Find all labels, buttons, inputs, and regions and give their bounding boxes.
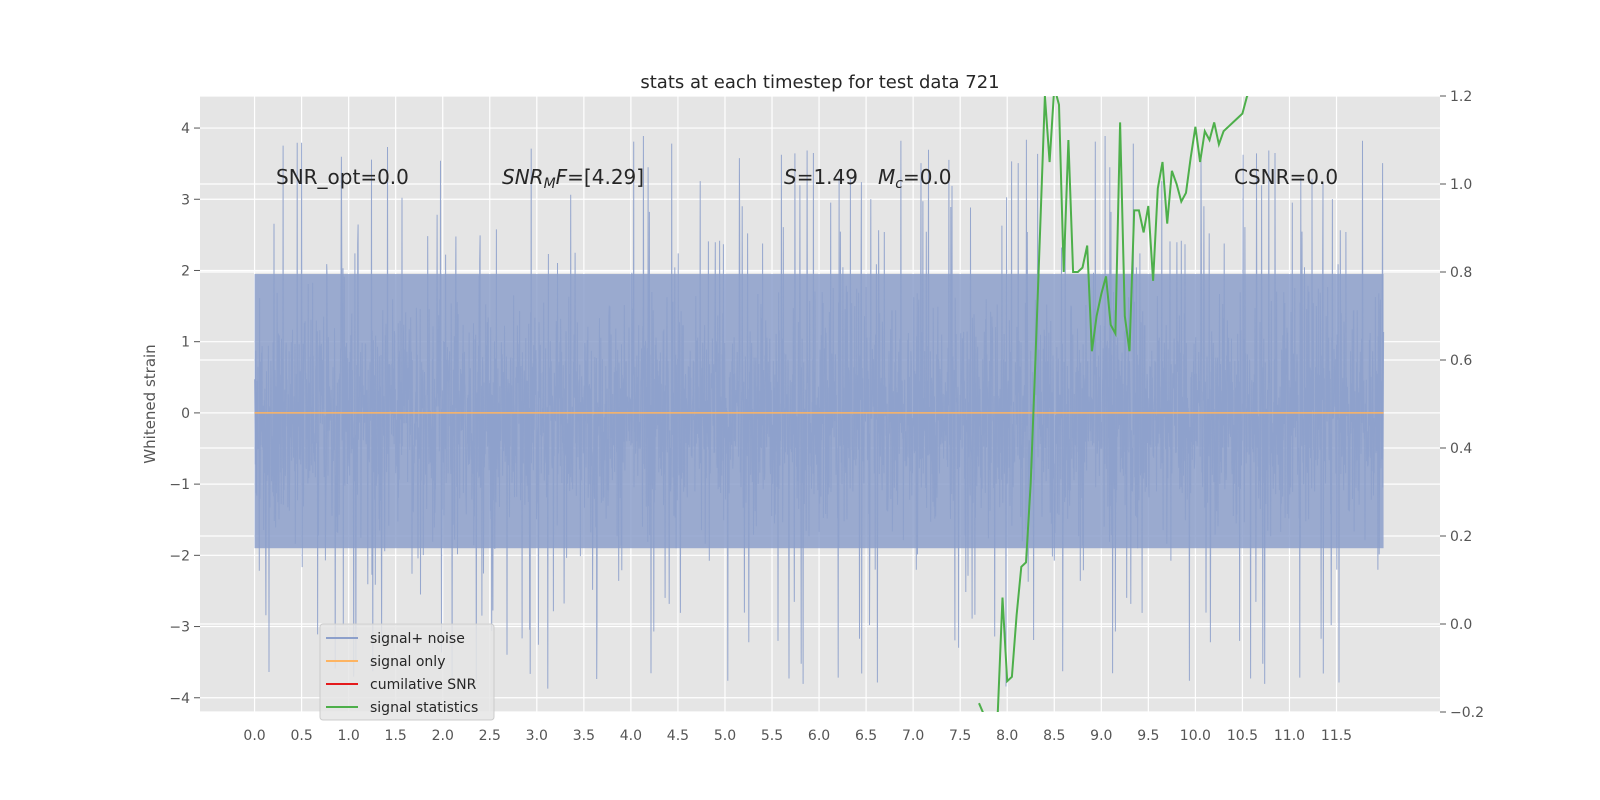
y-tick-label: −1 [169, 477, 190, 493]
y2-tick-label: 0.2 [1450, 529, 1472, 545]
legend-label-signal-statistics: signal statistics [370, 700, 478, 716]
y-tick-label: −3 [169, 620, 190, 636]
x-tick-label: 4.5 [667, 728, 689, 744]
y-axis-label: Whitened strain [141, 344, 159, 463]
x-tick-label: 8.5 [1043, 728, 1065, 744]
x-tick-label: 4.0 [620, 728, 642, 744]
y2-tick-label: −0.2 [1450, 705, 1484, 721]
y-tick-label: 0 [181, 406, 190, 422]
x-tick-label: 10.0 [1180, 728, 1211, 744]
line-signal-statistics [978, 96, 1249, 712]
y-tick-label: −4 [169, 691, 190, 707]
x-tick-label: 2.5 [479, 728, 501, 744]
annotation-s: S=1.49 [784, 165, 858, 189]
legend-label-signal-only: signal only [370, 654, 445, 670]
x-tick-label: 6.0 [808, 728, 830, 744]
x-tick-label: 3.0 [526, 728, 548, 744]
annotation-snr-mf: SNRMF=[4.29] [502, 165, 644, 192]
x-tick-label: 7.0 [902, 728, 924, 744]
annotation-snr-opt: SNR_opt=0.0 [276, 165, 409, 189]
x-tick-label: 5.0 [714, 728, 736, 744]
series-signal-noise [254, 135, 1385, 689]
annotation-s-sym: S [784, 165, 797, 189]
legend: signal+ noise signal only cumilative SNR… [319, 623, 495, 721]
x-tick-label: 7.5 [949, 728, 971, 744]
x-tick-label: 11.5 [1321, 728, 1352, 744]
annotation-snr-mf-value: =[4.29] [567, 165, 644, 189]
series-signal-statistics [978, 96, 1249, 712]
y-tick-label: −2 [169, 548, 190, 564]
y-tick-label: 3 [181, 192, 190, 208]
y2-tick-label: 0.6 [1450, 353, 1472, 369]
x-tick-label: 2.0 [432, 728, 454, 744]
x-tick-label: 5.5 [761, 728, 783, 744]
x-tick-label: 9.5 [1137, 728, 1159, 744]
legend-label-signal-noise: signal+ noise [370, 631, 465, 647]
y2-tick-label: 0.8 [1450, 265, 1472, 281]
x-tick-label: 10.5 [1227, 728, 1258, 744]
x-tick-label: 1.5 [385, 728, 407, 744]
y2-tick-label: 1.2 [1450, 89, 1472, 105]
chart-title: stats at each timestep for test data 721 [640, 72, 999, 93]
annotation-mc-sym: M [878, 165, 895, 189]
y-tick-label: 4 [181, 121, 190, 137]
x-tick-label: 11.0 [1274, 728, 1305, 744]
x-tick-label: 0.0 [243, 728, 265, 744]
x-tick-label: 0.5 [290, 728, 312, 744]
y-tick-label: 1 [181, 335, 190, 351]
x-tick-label: 1.0 [338, 728, 360, 744]
y-axis-ticks: 4 3 2 1 0 −1 −2 −3 −4 [169, 121, 200, 707]
x-axis-ticks: 0.0 0.5 1.0 1.5 2.0 2.5 3.0 3.5 4.0 4.5 5.0 5.5 6.0 6… [243, 728, 1352, 744]
annotation-mc-sub: c [895, 176, 903, 192]
legend-label-cumilative-snr: cumilative SNR [370, 677, 477, 693]
y-tick-label: 2 [181, 263, 190, 279]
annotation-snr-mf-f: F [556, 165, 568, 189]
annotation-snr-mf-sub: M [544, 176, 556, 192]
y2-axis-ticks: 1.2 1.0 0.8 0.6 0.4 0.2 0.0 −0.2 [1440, 89, 1484, 721]
x-tick-label: 6.5 [855, 728, 877, 744]
annotation-s-value: =1.49 [797, 165, 858, 189]
x-tick-label: 8.0 [996, 728, 1018, 744]
x-tick-label: 3.5 [573, 728, 595, 744]
x-tick-label: 9.0 [1090, 728, 1112, 744]
y2-tick-label: 0.0 [1450, 617, 1472, 633]
annotation-mc: Mc=0.0 [878, 165, 952, 192]
line-signal-noise [254, 135, 1385, 689]
y2-tick-label: 0.4 [1450, 441, 1472, 457]
annotation-snr-mf-base: SNR [502, 165, 544, 189]
annotation-mc-value: =0.0 [903, 165, 952, 189]
annotations: SNR_opt=0.0 SNRMF=[4.29] S=1.49 Mc=0.0 C… [276, 165, 1338, 192]
y2-tick-label: 1.0 [1450, 177, 1472, 193]
annotation-csnr: CSNR=0.0 [1234, 165, 1338, 189]
legend-box [319, 623, 495, 721]
